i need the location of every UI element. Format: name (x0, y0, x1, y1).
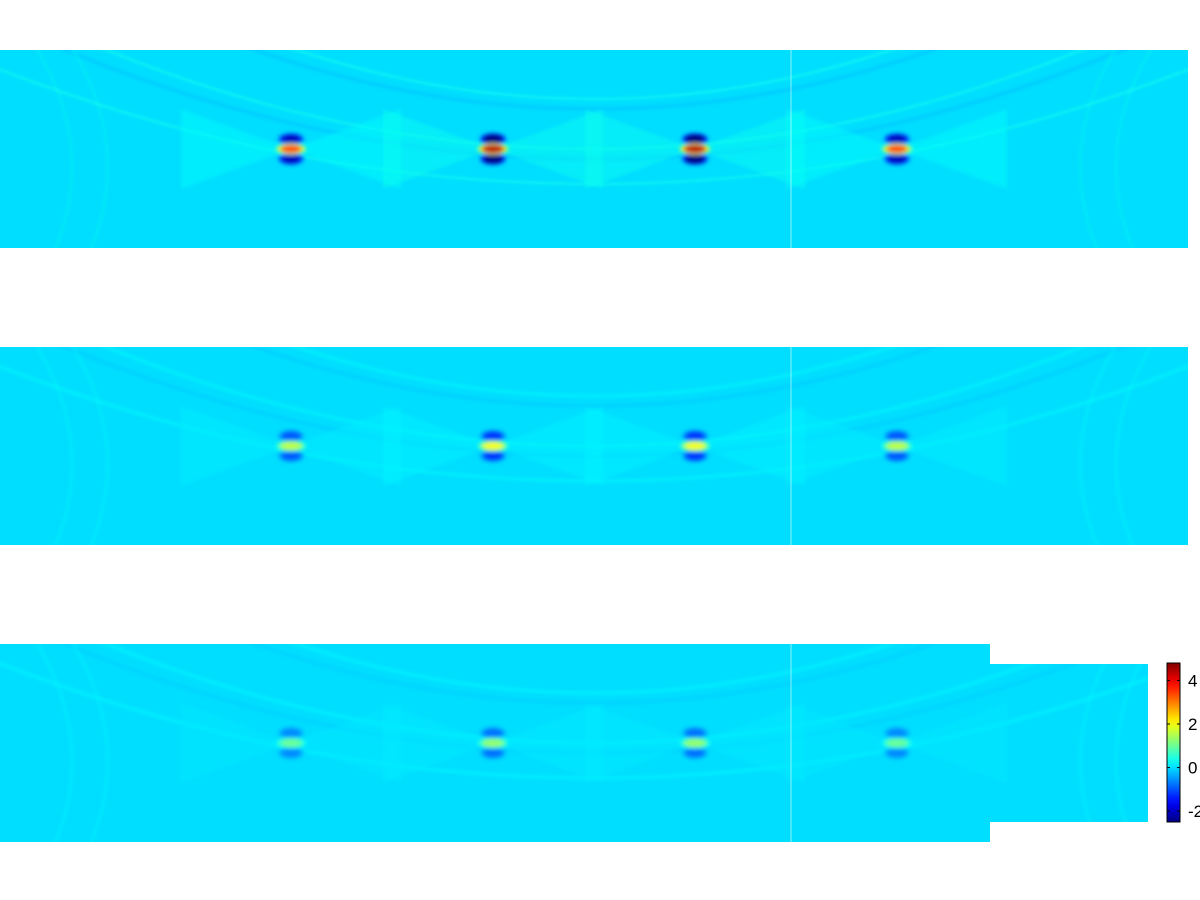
positive-core (483, 739, 503, 747)
panel-cutout (990, 822, 1200, 842)
field-blob (881, 133, 913, 165)
heatmap-panels (0, 50, 1200, 842)
negative-lobe (483, 134, 503, 144)
colorbar-tick-label: -2 (1188, 802, 1200, 821)
wavefront-arc (292, 347, 896, 398)
positive-core (281, 145, 301, 153)
wavefront-arc (1079, 347, 1117, 545)
colorbar-tick-label: 0 (1188, 759, 1197, 778)
positive-core (887, 145, 907, 153)
panel-cutout (990, 644, 1200, 664)
wavefront-arc (251, 50, 937, 111)
field-blob (477, 430, 509, 462)
field-blob (679, 727, 711, 759)
positive-core (281, 739, 301, 747)
field-blob (679, 430, 711, 462)
positive-core (281, 442, 301, 450)
negative-lobe (281, 134, 301, 144)
negative-lobe (887, 431, 907, 441)
wavefront-arc (71, 347, 109, 545)
wavefront-arc (36, 50, 74, 248)
positive-core (483, 145, 503, 153)
field-blob (881, 430, 913, 462)
colorbar-tick-label: 2 (1188, 715, 1197, 734)
wavefront-arc (1079, 50, 1117, 248)
negative-lobe (281, 451, 301, 461)
negative-lobe (281, 154, 301, 164)
negative-lobe (483, 431, 503, 441)
colorbar-ticks: 4 2 0 -2 (1167, 671, 1200, 821)
wavefront-arc (251, 644, 937, 705)
field-blob (275, 430, 307, 462)
negative-lobe (483, 728, 503, 738)
positive-core (685, 739, 705, 747)
field-blob (881, 727, 913, 759)
negative-lobe (685, 154, 705, 164)
field-blob (477, 133, 509, 165)
field-blob (477, 727, 509, 759)
wavefront-arc (1114, 347, 1152, 545)
heatmap-panel-1 (0, 50, 1188, 248)
negative-lobe (685, 431, 705, 441)
field-blob (275, 133, 307, 165)
wavefront-arc (1114, 50, 1152, 248)
heatmap-panel-2 (0, 347, 1188, 545)
wavefront-arc (292, 644, 896, 695)
heatmap-panel-3 (0, 644, 1188, 842)
wavefront-arc (36, 347, 74, 545)
wavefront-arc (71, 644, 109, 842)
negative-lobe (483, 748, 503, 758)
wavefront-arc (71, 50, 109, 248)
colorbar: 4 2 0 -2 (1166, 662, 1200, 823)
negative-lobe (887, 748, 907, 758)
negative-lobe (281, 728, 301, 738)
positive-core (685, 145, 705, 153)
negative-lobe (685, 134, 705, 144)
negative-lobe (887, 154, 907, 164)
negative-lobe (685, 728, 705, 738)
field-blob (275, 727, 307, 759)
positive-core (887, 739, 907, 747)
negative-lobe (685, 748, 705, 758)
positive-core (483, 442, 503, 450)
negative-lobe (685, 451, 705, 461)
wavefront-arc (36, 644, 74, 842)
field-blob (679, 133, 711, 165)
negative-lobe (887, 728, 907, 738)
colorbar-tick-label: 4 (1188, 671, 1197, 690)
negative-lobe (887, 451, 907, 461)
positive-core (887, 442, 907, 450)
negative-lobe (281, 748, 301, 758)
negative-lobe (483, 451, 503, 461)
negative-lobe (887, 134, 907, 144)
wavefront-arc (251, 347, 937, 408)
negative-lobe (483, 154, 503, 164)
negative-lobe (281, 431, 301, 441)
positive-core (685, 442, 705, 450)
colorbar-gradient (1166, 662, 1181, 823)
wavefront-arc (292, 50, 896, 101)
